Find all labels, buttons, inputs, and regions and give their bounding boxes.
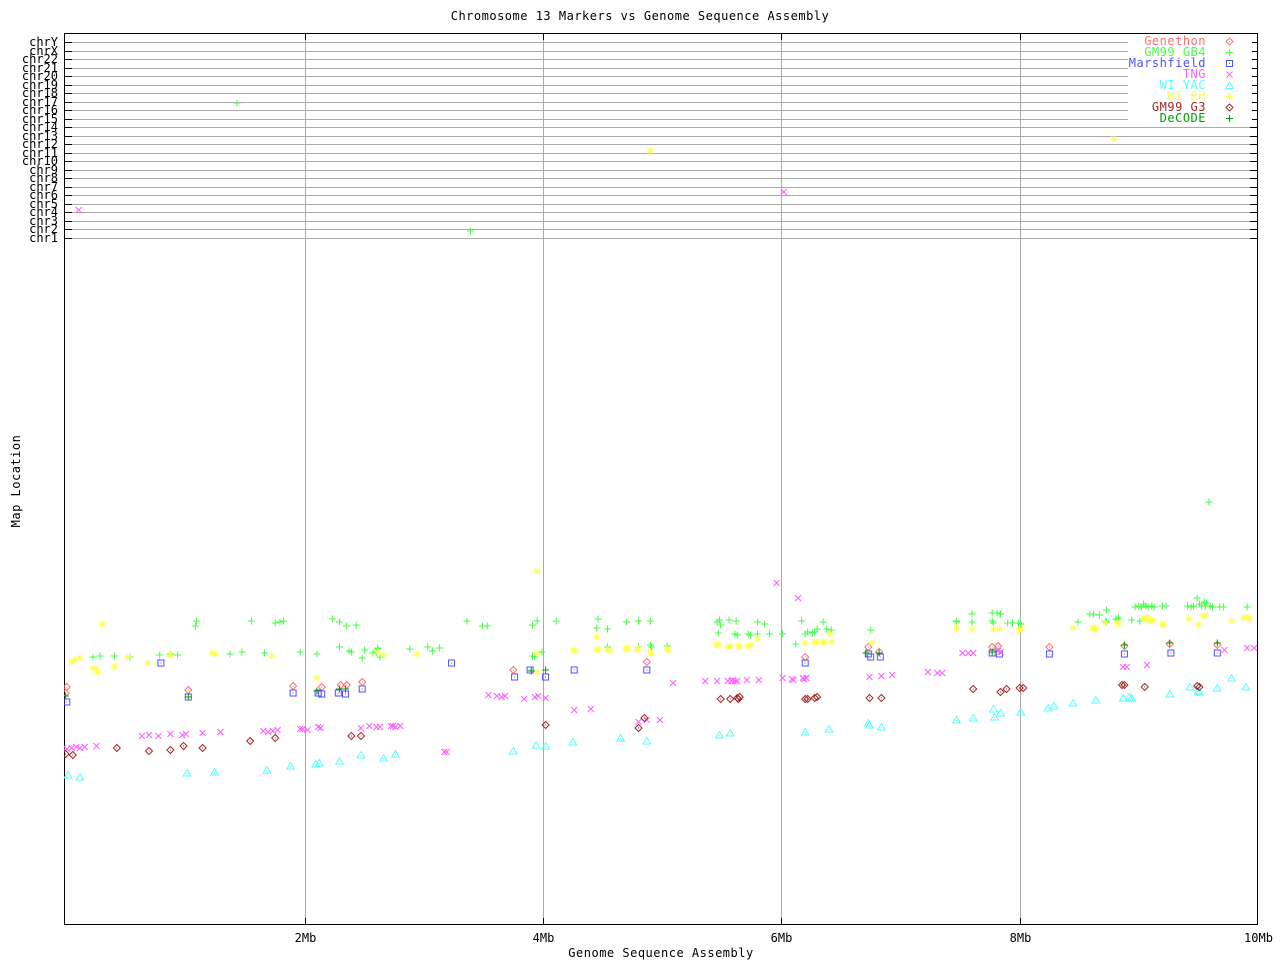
y-tick-label: chr12	[21, 137, 58, 152]
legend-label: WI RH	[1167, 89, 1206, 103]
series-decode	[64, 639, 1221, 701]
gridlines	[72, 33, 1250, 925]
plot-border	[64, 33, 1258, 925]
chart-title: Chromosome 13 Markers vs Genome Sequence…	[450, 9, 830, 23]
legend-label: TNG	[1182, 67, 1206, 81]
y-tick-label: chr14	[21, 120, 58, 135]
y-tick-label: chr15	[21, 111, 58, 126]
legend-label: GM99 GB4	[1144, 45, 1206, 59]
series-wi-yac	[64, 673, 1251, 781]
y-tick-label: chr10	[21, 154, 58, 169]
y-tick-label: chr6	[29, 188, 58, 203]
y-tick-label: chr19	[21, 77, 58, 92]
diamond-marker-icon	[1206, 37, 1252, 46]
y-tick-label: chr17	[21, 94, 58, 109]
y-tick-label: chr9	[29, 162, 58, 177]
y-tick-label: chr4	[29, 205, 58, 220]
y-axis-label: Map Location	[9, 434, 23, 528]
x-tick-label: 4Mb	[532, 931, 555, 945]
y-tick-label: chr7	[29, 179, 58, 194]
y-tick-label: chr5	[29, 196, 58, 211]
legend-label: DeCODE	[1159, 111, 1206, 125]
series-wi-rh	[68, 135, 1253, 682]
y-tick-label: chr3	[29, 213, 58, 228]
y-tick-label: chr21	[21, 60, 58, 75]
plus-marker-icon	[1206, 114, 1252, 123]
y-tick-label: chrY	[29, 35, 58, 49]
y-tick-label: chr22	[21, 52, 58, 67]
square-marker-icon	[1206, 59, 1252, 68]
y-tick-label: chr11	[21, 145, 58, 160]
series-genethon	[64, 639, 1222, 698]
diamond-marker-icon	[1206, 103, 1252, 112]
legend-label: Genethon	[1144, 34, 1206, 48]
legend-item-decode: DeCODE	[1128, 111, 1252, 125]
asterisk-marker-icon	[1206, 92, 1252, 101]
triangle-marker-icon	[1206, 81, 1252, 90]
legend-item-gm99-gb4: GM99 GB4	[1128, 45, 1252, 59]
x-tick-label: 6Mb	[770, 931, 793, 945]
x-tick-label: 8Mb	[1009, 931, 1032, 945]
y-tick-label: chr13	[21, 128, 58, 143]
x-tick-label: 10Mb	[1244, 931, 1273, 945]
legend-item-tng: TNG	[1128, 67, 1252, 81]
legend-item-wi-rh: WI RH	[1128, 89, 1252, 103]
y-tick-label: chr20	[21, 69, 58, 84]
y-tick-label: chr16	[21, 103, 58, 118]
y-tick-label: chr2	[29, 222, 58, 237]
legend-item-gm99-g3: GM99 G3	[1128, 100, 1252, 114]
series-marshfield	[64, 649, 1221, 706]
y-tick-label: chr1	[29, 230, 58, 245]
x-axis-label: Genome Sequence Assembly	[568, 946, 754, 960]
y-tick-label: chr8	[29, 171, 58, 186]
axis-ticks	[64, 33, 1258, 925]
legend-item-wi-yac: WI YAC	[1128, 78, 1252, 92]
y-tick-label: chr18	[21, 86, 58, 101]
series-gm99-g3	[64, 680, 1204, 760]
cross-marker-icon	[1206, 70, 1252, 79]
series-gm99-gb4	[89, 99, 1251, 662]
x-tick-label: 2Mb	[294, 931, 317, 945]
series-tng	[64, 188, 1258, 756]
legend-item-genethon: Genethon	[1128, 34, 1252, 48]
legend-label: Marshfield	[1128, 56, 1206, 70]
legend-item-marshfield: Marshfield	[1128, 56, 1252, 70]
legend: Genethon GM99 GB4 Marshfield TNG WI YAC WI RH…	[1128, 34, 1252, 125]
plot-area	[64, 33, 1258, 925]
plus-marker-icon	[1206, 48, 1252, 57]
legend-label: GM99 G3	[1151, 100, 1206, 114]
y-tick-label: chrX	[29, 43, 58, 58]
legend-label: WI YAC	[1159, 78, 1206, 92]
